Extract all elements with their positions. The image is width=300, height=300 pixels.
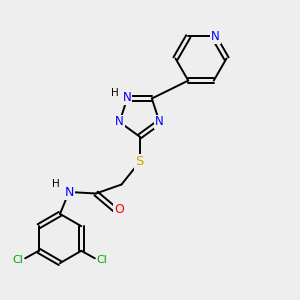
Text: N: N [64, 185, 74, 199]
Text: H: H [52, 178, 59, 189]
Text: S: S [135, 155, 144, 169]
Text: O: O [114, 203, 124, 217]
Text: H: H [111, 88, 119, 98]
Text: N: N [115, 116, 124, 128]
Text: Cl: Cl [97, 255, 108, 265]
Text: N: N [211, 30, 220, 43]
Text: N: N [123, 91, 131, 104]
Text: N: N [155, 116, 164, 128]
Text: Cl: Cl [12, 255, 23, 265]
